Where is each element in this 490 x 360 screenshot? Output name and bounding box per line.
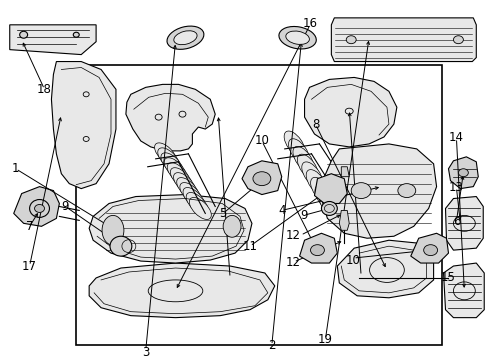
Ellipse shape [155,143,176,165]
Ellipse shape [180,183,202,204]
Ellipse shape [173,173,196,195]
Text: 16: 16 [303,17,318,30]
Text: 4: 4 [278,204,286,217]
Ellipse shape [311,245,324,256]
Ellipse shape [167,26,204,49]
Polygon shape [321,144,437,238]
Text: 18: 18 [37,83,52,96]
Ellipse shape [177,177,198,199]
Ellipse shape [351,183,371,198]
Ellipse shape [158,148,180,170]
Ellipse shape [223,215,241,237]
Text: 5: 5 [220,207,227,220]
Text: 3: 3 [142,346,149,359]
Ellipse shape [35,204,45,212]
Ellipse shape [398,184,416,198]
Text: 10: 10 [346,253,361,266]
Text: 9: 9 [62,200,69,213]
Polygon shape [89,194,252,263]
Ellipse shape [164,158,186,180]
Bar [76,64,441,346]
Text: 12: 12 [286,229,301,242]
Text: 10: 10 [254,134,270,148]
Text: 14: 14 [449,131,464,144]
Ellipse shape [20,31,27,38]
Ellipse shape [293,147,314,172]
Polygon shape [331,18,476,62]
Polygon shape [10,25,96,55]
Polygon shape [126,84,215,151]
Ellipse shape [183,188,205,210]
Text: 2: 2 [268,339,275,352]
Ellipse shape [286,31,309,44]
Polygon shape [14,186,59,226]
Ellipse shape [74,32,79,37]
Text: 11: 11 [243,240,257,253]
Ellipse shape [302,162,323,188]
Ellipse shape [279,27,316,49]
Text: 7: 7 [26,220,33,233]
Polygon shape [339,211,349,230]
Polygon shape [445,197,483,250]
Ellipse shape [324,201,345,226]
Text: 12: 12 [286,256,301,269]
Polygon shape [305,77,397,147]
Ellipse shape [189,198,211,220]
Ellipse shape [306,170,327,195]
Ellipse shape [174,31,197,45]
Polygon shape [315,174,347,203]
Ellipse shape [297,154,318,180]
Ellipse shape [311,177,332,203]
Ellipse shape [110,236,132,256]
Ellipse shape [321,202,337,215]
Ellipse shape [424,245,438,256]
Ellipse shape [346,36,356,44]
Ellipse shape [253,172,271,186]
Text: 15: 15 [441,271,456,284]
Ellipse shape [171,168,193,190]
Ellipse shape [186,193,208,215]
Text: 1: 1 [12,162,20,175]
Polygon shape [411,233,448,263]
Ellipse shape [289,139,310,165]
Polygon shape [89,263,275,318]
Ellipse shape [161,153,183,175]
Ellipse shape [102,215,124,245]
Text: 9: 9 [300,209,307,222]
Polygon shape [51,62,116,189]
Ellipse shape [167,163,189,185]
Ellipse shape [453,36,464,44]
Text: 13: 13 [449,181,464,194]
Ellipse shape [315,185,336,211]
Text: 17: 17 [22,260,37,273]
Text: 6: 6 [453,215,460,228]
Polygon shape [443,263,484,318]
Ellipse shape [284,131,305,157]
Ellipse shape [459,169,468,177]
Polygon shape [342,167,349,177]
Ellipse shape [319,193,341,219]
Polygon shape [299,233,337,263]
Polygon shape [448,157,478,189]
Text: 8: 8 [312,118,319,131]
Polygon shape [337,240,434,298]
Text: 19: 19 [318,333,333,346]
Polygon shape [242,161,282,194]
